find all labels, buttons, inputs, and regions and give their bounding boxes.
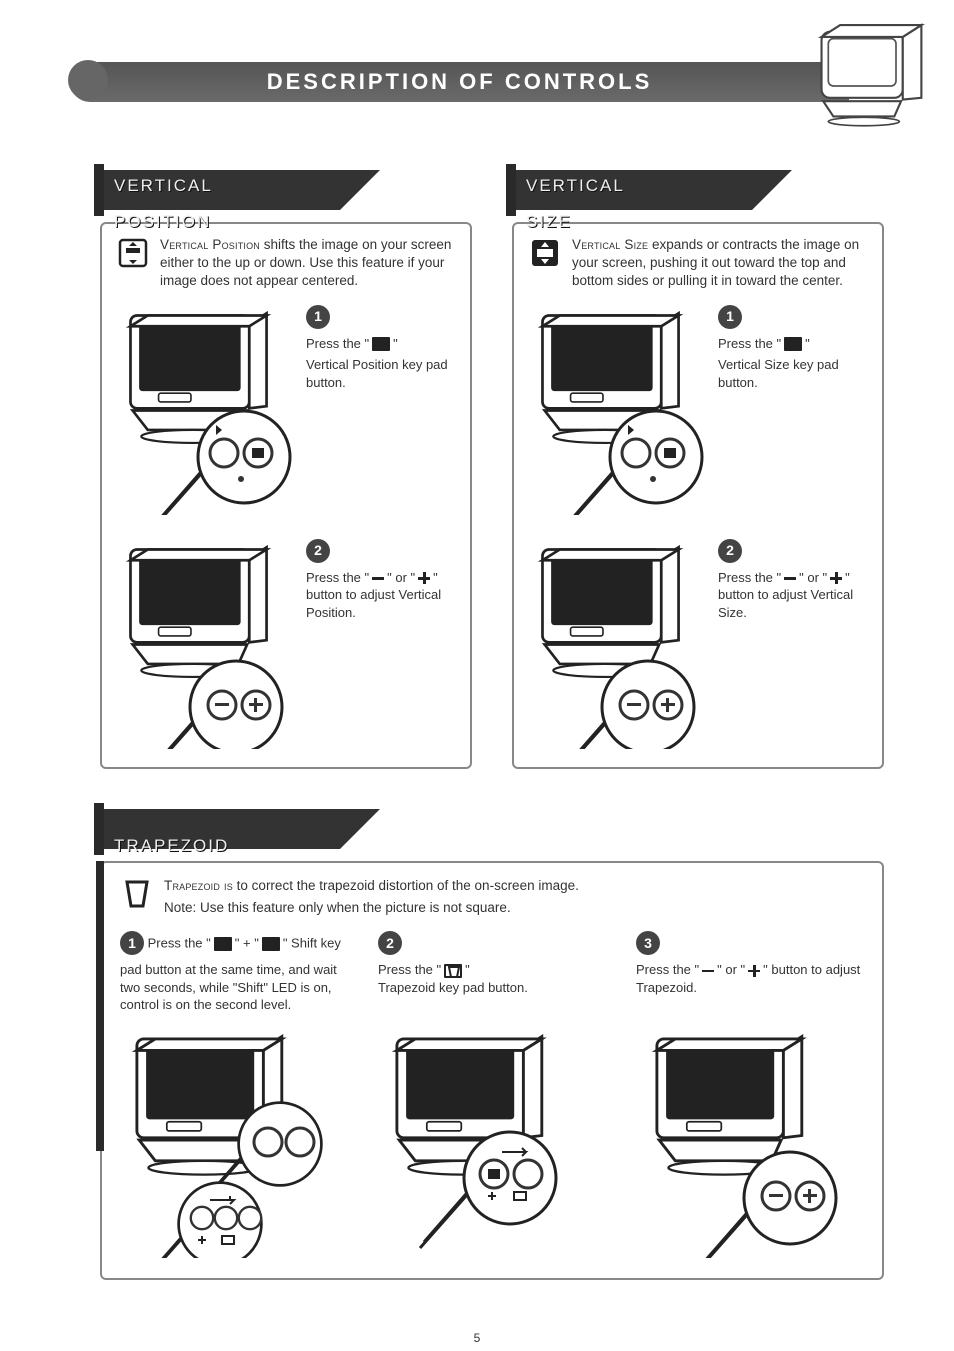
tz-banner-text: TRAPEZOID: [114, 836, 229, 855]
vp-control-icon: [116, 236, 150, 270]
vs-banner: Vertical Size: [512, 170, 884, 218]
plus-icon: [829, 571, 843, 585]
plus-icon: [747, 964, 761, 978]
vs-step-1: 1 Press the "" Vertical Size key pad but…: [718, 305, 868, 396]
vs-key-icon: [784, 337, 802, 351]
step-badge-1: 1: [306, 305, 330, 329]
header-stripe: Description of Controls: [70, 62, 849, 102]
tz-step-3: 3 Press the "" or "" button to adjust Tr…: [636, 931, 864, 1014]
tz-control-icon: [120, 877, 154, 911]
vs-control-icon: [528, 236, 562, 270]
step-badge-1: 1: [120, 931, 144, 955]
step-badge-2: 2: [718, 539, 742, 563]
page-number: 5: [0, 1331, 954, 1345]
step-badge-2: 2: [306, 539, 330, 563]
vp-banner: Vertical Position: [100, 170, 472, 218]
vp-step-2: 2 Press the "" or "" button to adjust Ve…: [306, 539, 456, 626]
vpos-key-icon: [262, 937, 280, 951]
tz-banner: TRAPEZOID: [100, 809, 884, 857]
tz-monitor-2: [380, 1028, 610, 1258]
minus-icon: [371, 571, 385, 585]
hpos-key-icon: [214, 937, 232, 951]
vs-step-2: 2 Press the "" or "" button to adjust Ve…: [718, 539, 868, 626]
step-badge-2: 2: [378, 931, 402, 955]
trapezoid-section: TRAPEZOID Trapezoid is to correct the tr…: [0, 799, 954, 1290]
step-badge-1: 1: [718, 305, 742, 329]
minus-icon: [701, 964, 715, 978]
vs-monitor-2: [528, 539, 708, 749]
vp-monitor-2: [116, 539, 296, 749]
tz-step-2: 2 Press the "" Trapezoid key pad button.: [378, 931, 606, 1014]
step-badge-3: 3: [636, 931, 660, 955]
tz-monitor-3: [640, 1028, 870, 1258]
vp-key-icon: [372, 337, 390, 351]
vs-monitor-1: [528, 305, 708, 515]
vs-description: Vertical Size expands or contracts the i…: [572, 236, 868, 291]
vs-banner-line2: Size: [526, 212, 572, 231]
vp-description: Vertical Position shifts the image on yo…: [160, 236, 456, 291]
tz-step-1: 1 Press the "" + "" Shift key pad button…: [120, 931, 348, 1014]
header-crt-icon: [814, 20, 934, 130]
tz-description: Trapezoid is to correct the trapezoid di…: [164, 877, 864, 917]
minus-icon: [783, 571, 797, 585]
vp-monitor-1: [116, 305, 296, 515]
page-header: Description of Controls: [0, 0, 954, 110]
vp-step-1: 1 Press the "" Vertical Position key pad…: [306, 305, 456, 396]
plus-icon: [417, 571, 431, 585]
trapezoid-key-icon: [444, 964, 462, 978]
vertical-position-section: Vertical Position Vertical Position shif…: [100, 170, 472, 769]
page-title: Description of Controls: [267, 69, 653, 95]
vp-banner-line2: Position: [114, 212, 211, 231]
vp-banner-line1: Vertical: [114, 176, 213, 195]
vertical-size-section: Vertical Size Vertical Size expands or c…: [512, 170, 884, 769]
tz-monitor-1: [120, 1028, 350, 1258]
vs-banner-line1: Vertical: [526, 176, 625, 195]
